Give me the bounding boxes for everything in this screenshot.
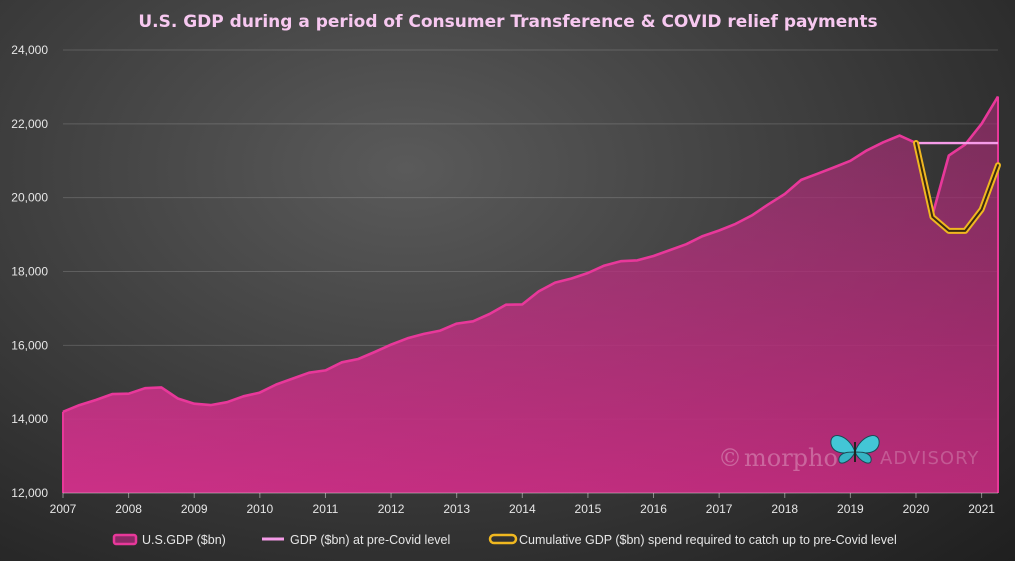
- x-tick-label: 2010: [246, 502, 273, 516]
- x-tick-label: 2021: [968, 502, 995, 516]
- x-tick-label: 2016: [640, 502, 667, 516]
- series-layer: [62, 95, 1001, 493]
- x-tick-label: 2015: [575, 502, 602, 516]
- x-tick-label: 2019: [837, 502, 864, 516]
- legend-item-precovid: GDP ($bn) at pre-Covid level: [262, 533, 450, 547]
- x-tick-label: 2020: [903, 502, 930, 516]
- x-tick-label: 2008: [115, 502, 142, 516]
- legend-swatch-gdp: [112, 533, 138, 546]
- y-tick-label: 16,000: [11, 338, 48, 352]
- x-tick-label: 2007: [50, 502, 77, 516]
- watermark: © morpho ADVISORY: [718, 435, 979, 472]
- legend-label-gdp: U.S.GDP ($bn): [142, 533, 226, 547]
- legend-item-gdp: U.S.GDP ($bn): [112, 533, 226, 547]
- watermark-brand-right: ADVISORY: [880, 448, 979, 469]
- chart-title: U.S. GDP during a period of Consumer Tra…: [138, 12, 877, 32]
- legend-label-precovid: GDP ($bn) at pre-Covid level: [290, 533, 450, 547]
- x-tick-label: 2012: [378, 502, 405, 516]
- x-tick-label: 2009: [181, 502, 208, 516]
- butterfly-icon: [830, 435, 880, 464]
- y-axis: 12,000 14,000 16,000 18,000 20,000 22,000 24,0…: [11, 43, 48, 500]
- watermark-brand-left: morpho: [744, 444, 838, 472]
- x-tick-label: 2013: [443, 502, 470, 516]
- legend-item-cumulative: Cumulative GDP ($bn) spend required to c…: [488, 533, 897, 547]
- cumulative-line-inner: [915, 142, 999, 232]
- y-tick-label: 24,000: [11, 43, 48, 57]
- x-axis: 2007 2008 2009 2010 2011 2012 2013 2014 2015 2016…: [50, 492, 998, 516]
- y-tick-label: 22,000: [11, 117, 48, 131]
- x-tick-label: 2017: [706, 502, 733, 516]
- copyright-symbol: ©: [718, 444, 742, 472]
- gdp-line: [62, 95, 1000, 414]
- x-tick-label: 2014: [509, 502, 536, 516]
- y-tick-label: 14,000: [11, 412, 48, 426]
- x-tick-label: 2018: [771, 502, 798, 516]
- legend-swatch-cumulative: [488, 533, 518, 545]
- y-tick-label: 12,000: [11, 486, 48, 500]
- x-tick-label: 2011: [313, 502, 339, 516]
- legend-label-cumulative: Cumulative GDP ($bn) spend required to c…: [519, 533, 897, 547]
- y-tick-label: 20,000: [11, 191, 48, 205]
- y-tick-label: 18,000: [11, 265, 48, 279]
- gdp-area-shade: [63, 96, 998, 493]
- legend: U.S.GDP ($bn) GDP ($bn) at pre-Covid lev…: [112, 533, 897, 547]
